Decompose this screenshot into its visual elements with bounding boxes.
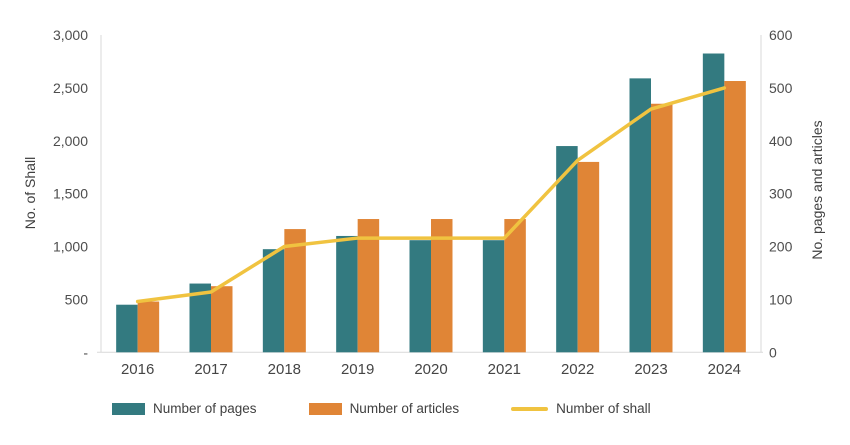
bar-pages-2024	[702, 53, 725, 353]
x-axis-tick-label: 2020	[414, 361, 447, 378]
bar-pages-2018	[262, 249, 285, 353]
bar-pages-2022	[556, 146, 578, 353]
left-axis-tick-label: 500	[65, 291, 89, 307]
x-axis-tick-label: 2023	[634, 361, 667, 378]
bar-articles-2022	[577, 161, 600, 353]
x-axis-tick-label: 2021	[488, 361, 521, 378]
left-axis-tick-label: -	[83, 344, 88, 360]
right-axis-tick-label: 300	[769, 186, 793, 202]
right-axis-tick-label: 600	[769, 27, 793, 43]
legend-swatch-shall-icon	[511, 406, 549, 411]
x-axis-tick-label: 2018	[268, 361, 301, 378]
legend-swatch-pages-icon	[112, 402, 145, 415]
bar-articles-2018	[284, 229, 306, 353]
right-axis-title: No. pages and articles	[809, 120, 825, 260]
bar-pages-2021	[482, 240, 505, 353]
legend-item-articles: Number of articles	[308, 401, 460, 416]
right-axis-tick-label: 0	[769, 344, 777, 360]
left-axis-tick-label: 2,000	[53, 133, 88, 149]
legend: Number of pages Number of articles Numbe…	[112, 401, 651, 416]
x-axis-tick-label: 2019	[341, 361, 374, 378]
legend-swatch-articles-icon	[308, 402, 342, 415]
bar-pages-2020	[409, 240, 431, 353]
left-axis-tick-label: 1,500	[53, 186, 88, 202]
x-axis-tick-label: 2022	[561, 361, 594, 378]
legend-label-shall: Number of shall	[556, 401, 651, 416]
bar-articles-2023	[651, 103, 673, 353]
legend-item-pages: Number of pages	[112, 401, 257, 416]
x-axis-tick-label: 2017	[194, 361, 227, 378]
right-axis-tick-label: 100	[769, 291, 793, 307]
legend-label-articles: Number of articles	[349, 401, 460, 416]
legend-item-shall: Number of shall	[511, 401, 651, 416]
x-axis-tick-label: 2016	[121, 361, 154, 378]
left-axis-tick-label: 2,500	[53, 80, 88, 96]
line-shall	[135, 86, 727, 304]
bar-pages-2017	[189, 283, 211, 353]
bar-articles-2020	[431, 219, 453, 353]
bar-pages-2019	[336, 235, 358, 353]
bar-articles-2017	[211, 286, 233, 353]
left-axis-tick-label: 3,000	[53, 27, 88, 43]
left-axis-title: No. of Shall	[22, 156, 38, 230]
bar-articles-2024	[724, 81, 746, 353]
right-axis-tick-label: 200	[769, 239, 793, 255]
legend-label-pages: Number of pages	[153, 401, 257, 416]
right-axis-tick-label: 400	[769, 133, 793, 149]
right-axis-tick-label: 500	[769, 80, 793, 96]
bar-articles-2021	[504, 219, 526, 353]
left-axis-tick-label: 1,000	[53, 239, 88, 255]
x-axis-tick-label: 2024	[708, 361, 741, 378]
bar-pages-2016	[116, 304, 138, 353]
bar-articles-2016	[137, 301, 160, 353]
bar-articles-2019	[357, 219, 380, 353]
bar-pages-2023	[629, 78, 651, 353]
